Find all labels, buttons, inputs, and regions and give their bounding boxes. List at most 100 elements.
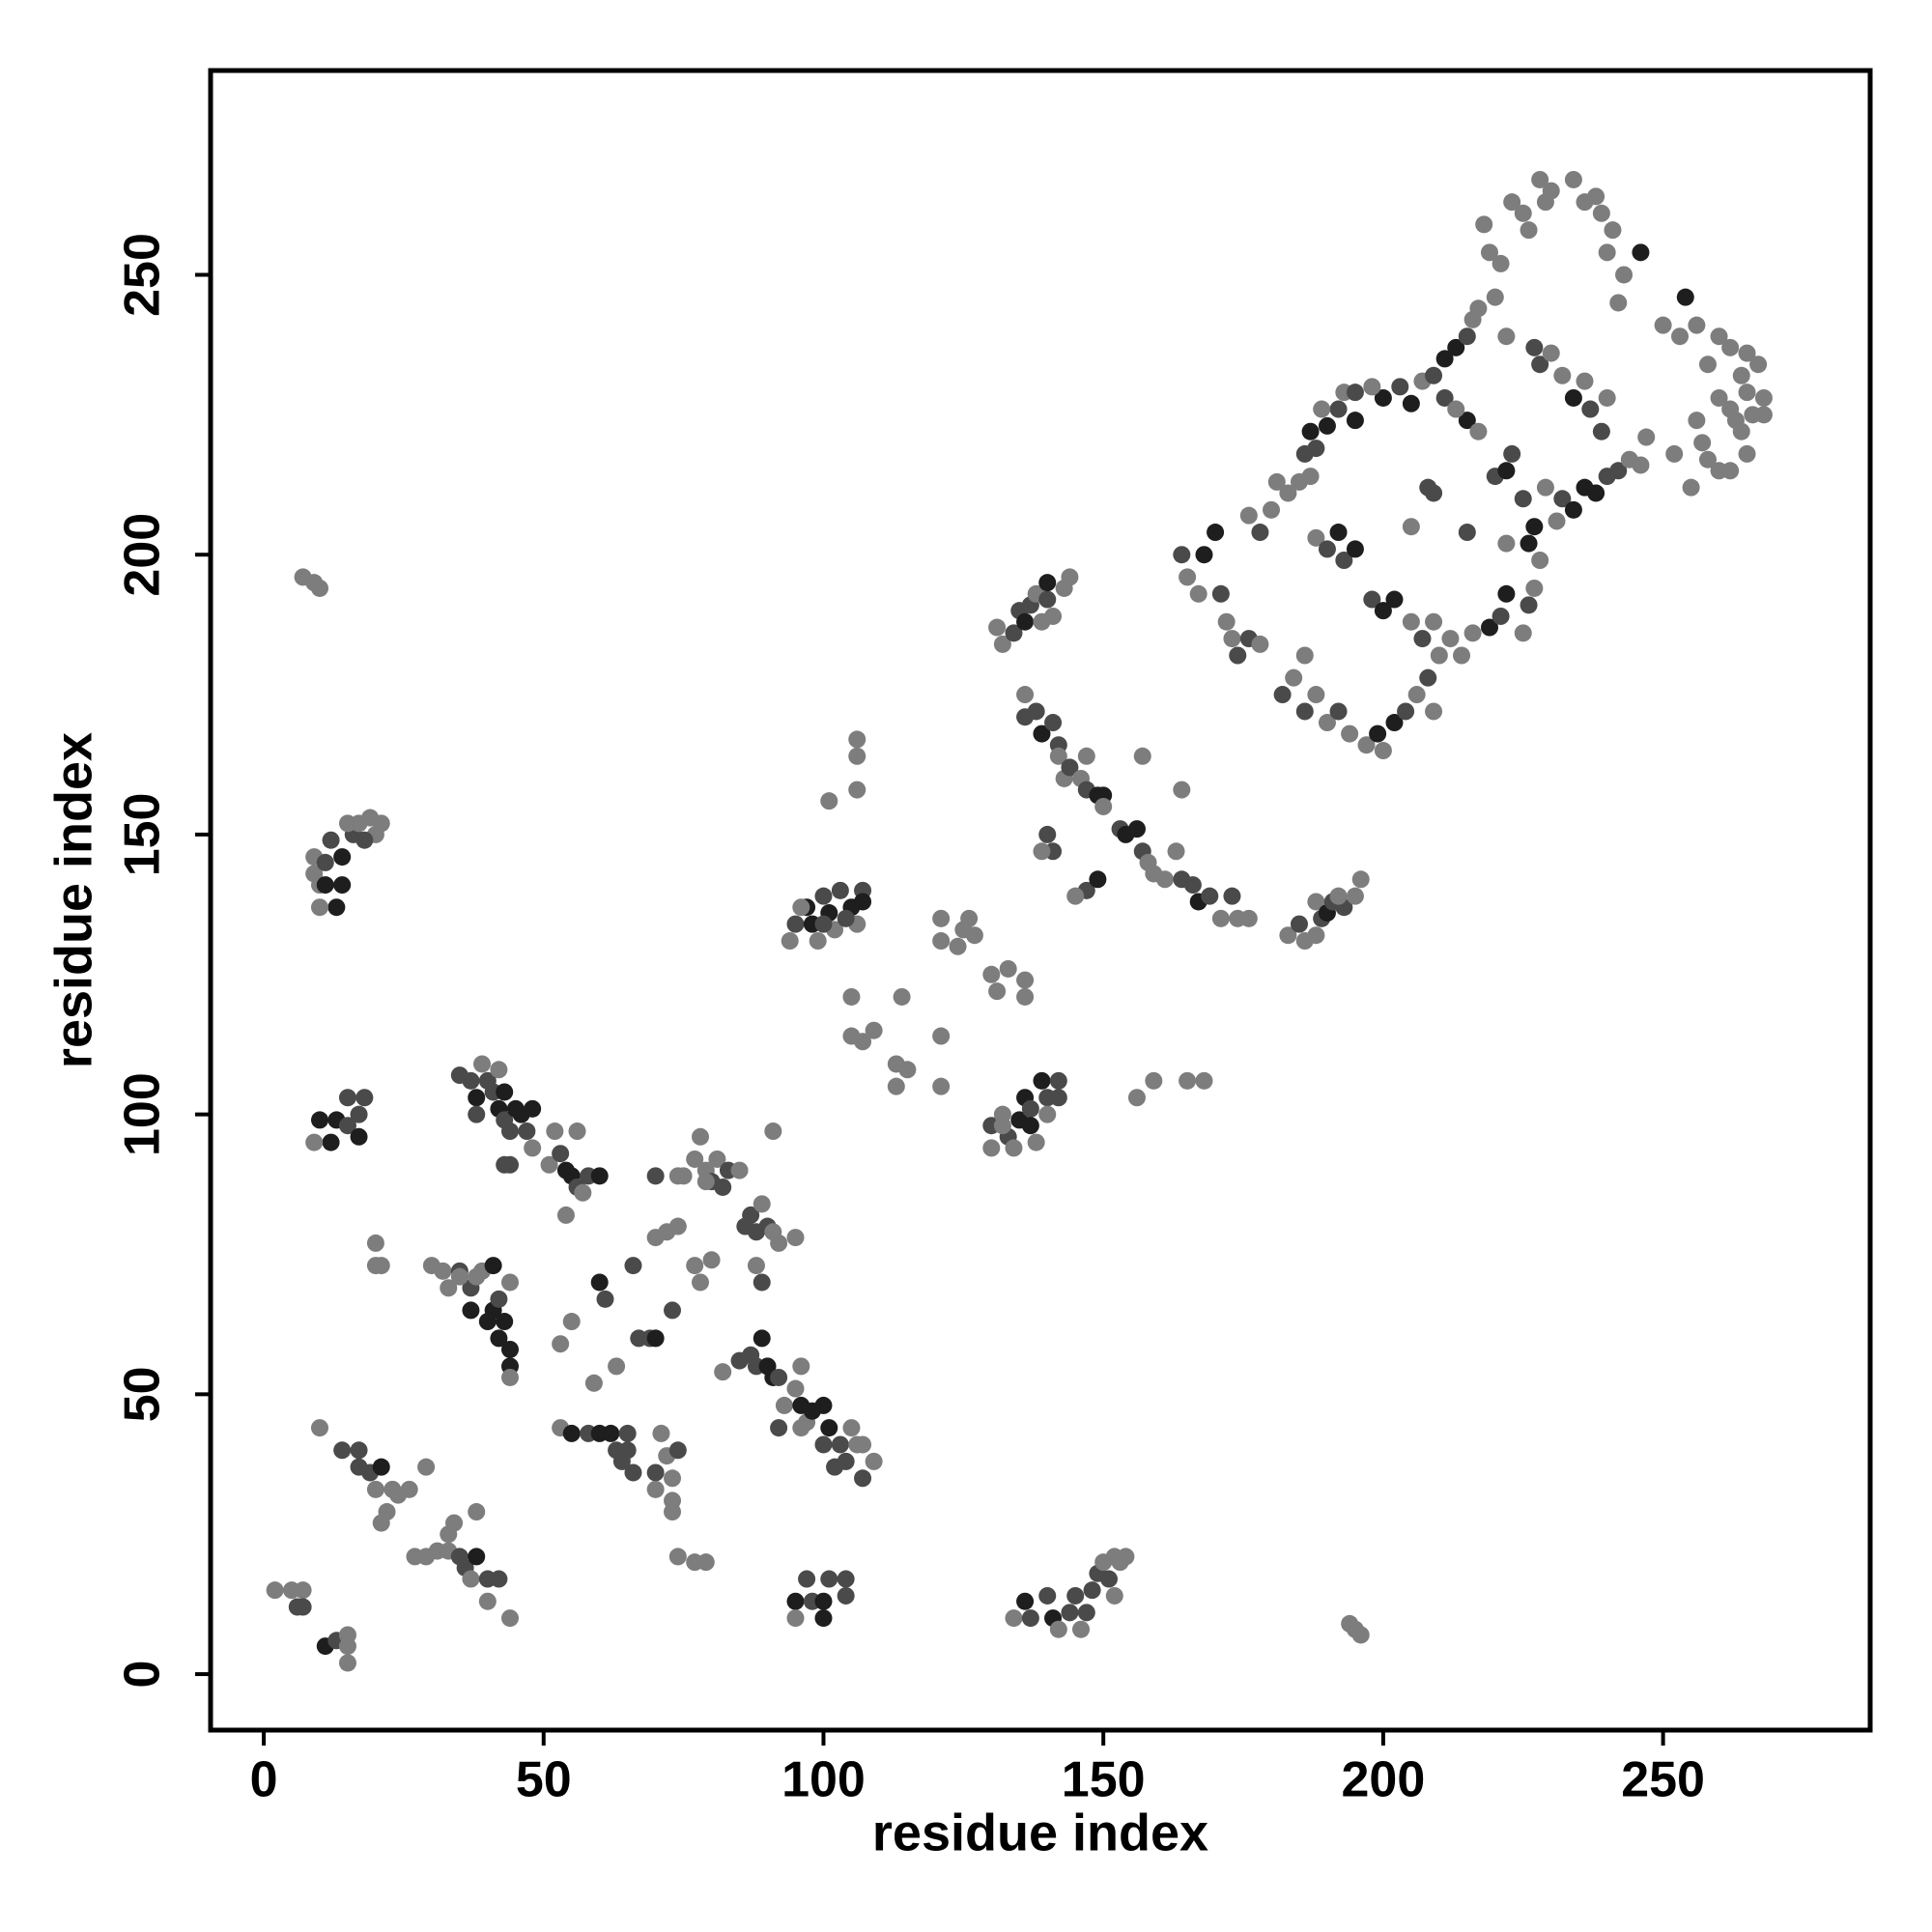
point [490,1570,508,1588]
point [1117,1548,1135,1566]
y-axis-title: residue index [44,732,102,1068]
point [1033,724,1051,743]
point [814,1592,833,1610]
point [518,1122,536,1141]
point [708,1150,726,1168]
point [1497,534,1516,553]
x-tick-label: 150 [1062,1752,1146,1808]
point [316,853,334,871]
point [1542,182,1560,200]
x-tick-label: 50 [516,1752,572,1808]
point [949,937,967,955]
point [1463,624,1482,642]
point [562,1424,581,1442]
point [305,1133,324,1151]
point [1211,909,1230,927]
point [1239,909,1258,927]
point [1693,434,1712,452]
point [1279,926,1297,945]
point [1710,327,1728,346]
point [1207,524,1225,542]
point [664,1469,682,1488]
point [1609,294,1628,312]
point [1637,428,1656,446]
point [820,792,838,810]
point [1402,518,1420,536]
point [618,1424,637,1442]
point [674,1167,693,1185]
point [664,1301,682,1320]
point [792,898,810,917]
point [1402,394,1420,412]
point [1497,327,1516,346]
point [1016,1592,1035,1610]
point [366,1480,384,1498]
point [500,1368,519,1386]
point [1033,842,1051,861]
point [1615,266,1634,284]
point [1587,187,1605,206]
point [1016,987,1035,1006]
point [350,1127,368,1146]
point [468,1089,486,1107]
point [1698,355,1717,374]
point [854,1435,872,1454]
point [417,1458,436,1476]
point [1391,378,1409,396]
point [1061,758,1079,777]
point [786,1609,805,1628]
point [372,1458,390,1476]
point [714,1178,732,1196]
point [932,1077,951,1095]
point [1357,736,1376,754]
y-tick-label: 50 [115,1366,171,1422]
point [618,1441,637,1460]
point [993,1117,1011,1135]
point [792,1357,810,1376]
point [1290,915,1308,933]
point [584,1374,603,1392]
point [500,1122,519,1141]
point [646,1167,665,1185]
point [887,1077,905,1095]
point [854,1469,872,1488]
point [608,1357,626,1376]
point [1049,1071,1067,1090]
point [1351,870,1370,889]
point [1301,468,1320,486]
point [820,1570,838,1588]
point [1295,702,1314,721]
point [1710,388,1728,407]
point [1094,797,1113,815]
point [1469,299,1488,318]
point [1267,472,1286,491]
point [462,1570,480,1588]
point [814,887,833,905]
point [556,1206,575,1224]
point [355,1089,374,1107]
point [1458,327,1476,346]
point [1127,820,1146,838]
point [624,1257,642,1275]
point [1531,551,1549,569]
point [786,915,805,933]
point [1419,478,1437,497]
point [1346,887,1364,905]
point [686,1150,704,1168]
point [1525,579,1544,597]
point [1307,893,1325,911]
point [310,898,328,917]
point [1754,406,1773,424]
point [1592,204,1610,222]
point [468,1548,486,1566]
point [865,1021,883,1039]
point [1721,462,1740,480]
point [1609,462,1628,480]
point [770,1234,788,1252]
point [338,814,356,833]
point [1548,512,1566,530]
point [1295,646,1314,665]
point [1754,388,1773,407]
point [837,1570,855,1588]
